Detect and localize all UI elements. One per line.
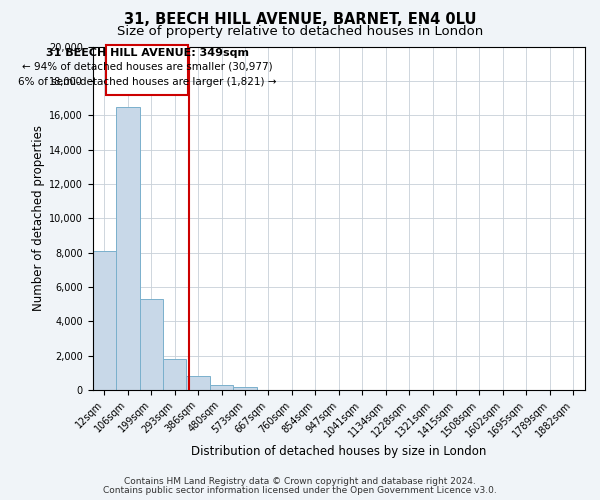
Text: 31 BEECH HILL AVENUE: 349sqm: 31 BEECH HILL AVENUE: 349sqm (46, 48, 249, 58)
Text: Contains HM Land Registry data © Crown copyright and database right 2024.: Contains HM Land Registry data © Crown c… (124, 477, 476, 486)
Bar (116, 106, 140, 390)
Bar (92, 251, 116, 390)
Text: Contains public sector information licensed under the Open Government Licence v3: Contains public sector information licen… (103, 486, 497, 495)
Bar (187, 376, 210, 390)
Text: 6% of semi-detached houses are larger (1,821) →: 6% of semi-detached houses are larger (1… (18, 78, 277, 88)
Y-axis label: Number of detached properties: Number of detached properties (32, 125, 45, 311)
X-axis label: Distribution of detached houses by size in London: Distribution of detached houses by size … (191, 444, 487, 458)
Bar (140, 299, 163, 390)
Bar (163, 359, 187, 390)
Bar (210, 385, 233, 390)
Text: Size of property relative to detached houses in London: Size of property relative to detached ho… (117, 25, 483, 38)
FancyBboxPatch shape (106, 45, 188, 94)
Bar (233, 386, 257, 390)
Text: 31, BEECH HILL AVENUE, BARNET, EN4 0LU: 31, BEECH HILL AVENUE, BARNET, EN4 0LU (124, 12, 476, 28)
Text: ← 94% of detached houses are smaller (30,977): ← 94% of detached houses are smaller (30… (22, 62, 272, 72)
